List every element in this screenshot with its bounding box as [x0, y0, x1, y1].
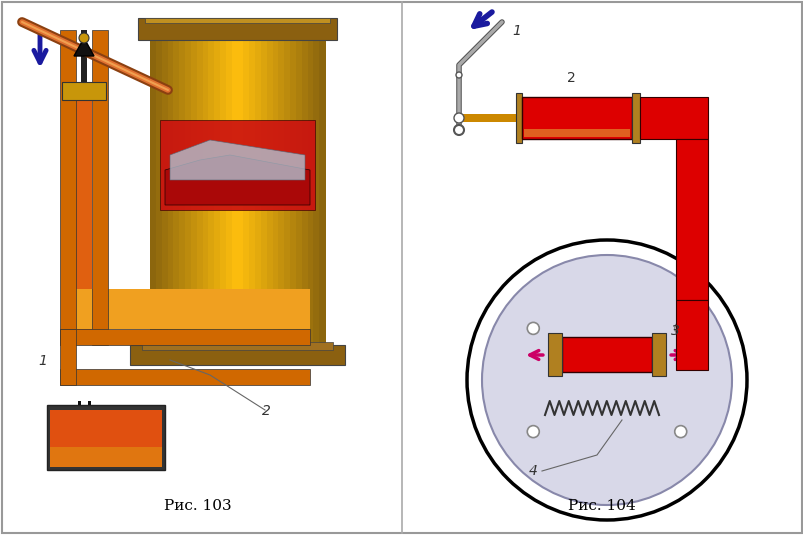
Bar: [88, 401, 91, 405]
Text: Рис. 104: Рис. 104: [568, 499, 635, 513]
Bar: [243, 18, 250, 345]
Bar: [161, 18, 169, 345]
Polygon shape: [74, 38, 94, 56]
Bar: [81, 30, 87, 82]
Polygon shape: [169, 140, 304, 180]
Bar: [639, 97, 707, 139]
Bar: [301, 18, 308, 345]
Bar: [631, 93, 639, 143]
Bar: [190, 18, 198, 345]
Bar: [50, 447, 161, 467]
Bar: [524, 129, 630, 137]
Bar: [185, 18, 192, 345]
Text: 1: 1: [38, 354, 47, 368]
Bar: [60, 30, 76, 345]
Bar: [313, 18, 320, 345]
Bar: [283, 18, 291, 345]
Circle shape: [527, 426, 539, 438]
Bar: [92, 30, 108, 345]
Bar: [60, 369, 310, 385]
Bar: [150, 18, 157, 345]
Bar: [47, 405, 165, 470]
Circle shape: [527, 323, 539, 334]
Bar: [208, 18, 215, 345]
Text: 2: 2: [262, 404, 271, 418]
Bar: [77, 401, 80, 405]
Bar: [138, 18, 336, 40]
Circle shape: [454, 125, 463, 135]
Text: 3: 3: [671, 324, 679, 338]
Bar: [249, 18, 255, 345]
Bar: [142, 342, 332, 350]
Bar: [76, 88, 92, 345]
Bar: [60, 329, 310, 345]
Bar: [202, 18, 209, 345]
Bar: [307, 18, 314, 345]
Bar: [76, 289, 310, 329]
Circle shape: [482, 255, 731, 505]
Bar: [319, 18, 325, 345]
Bar: [130, 345, 344, 365]
Text: 4: 4: [528, 464, 537, 478]
Bar: [155, 289, 310, 329]
Bar: [145, 18, 329, 23]
Circle shape: [79, 33, 89, 43]
Bar: [156, 18, 162, 345]
Circle shape: [674, 323, 686, 334]
Bar: [290, 18, 296, 345]
Bar: [675, 300, 707, 370]
Bar: [561, 337, 651, 372]
Polygon shape: [165, 155, 310, 205]
Text: 2: 2: [566, 71, 575, 85]
Text: Рис. 103: Рис. 103: [164, 499, 231, 513]
Bar: [62, 82, 106, 100]
Bar: [231, 18, 238, 345]
Circle shape: [454, 113, 463, 123]
Bar: [167, 18, 174, 345]
Text: 1: 1: [512, 24, 520, 38]
Bar: [296, 18, 302, 345]
Bar: [50, 410, 161, 467]
Bar: [220, 18, 226, 345]
Bar: [521, 97, 631, 139]
Bar: [278, 18, 285, 345]
Circle shape: [674, 426, 686, 438]
Bar: [272, 18, 279, 345]
Bar: [226, 18, 232, 345]
Bar: [237, 18, 244, 345]
Bar: [516, 93, 521, 143]
Bar: [214, 18, 221, 345]
Bar: [160, 120, 315, 210]
Bar: [651, 333, 665, 376]
Bar: [179, 18, 185, 345]
Circle shape: [455, 72, 462, 78]
Bar: [548, 333, 561, 376]
Circle shape: [467, 240, 746, 520]
Bar: [60, 329, 76, 385]
Bar: [197, 18, 203, 345]
Bar: [459, 114, 521, 122]
Bar: [255, 18, 262, 345]
Bar: [267, 18, 273, 345]
Bar: [260, 18, 267, 345]
Bar: [675, 139, 707, 300]
Bar: [173, 18, 180, 345]
